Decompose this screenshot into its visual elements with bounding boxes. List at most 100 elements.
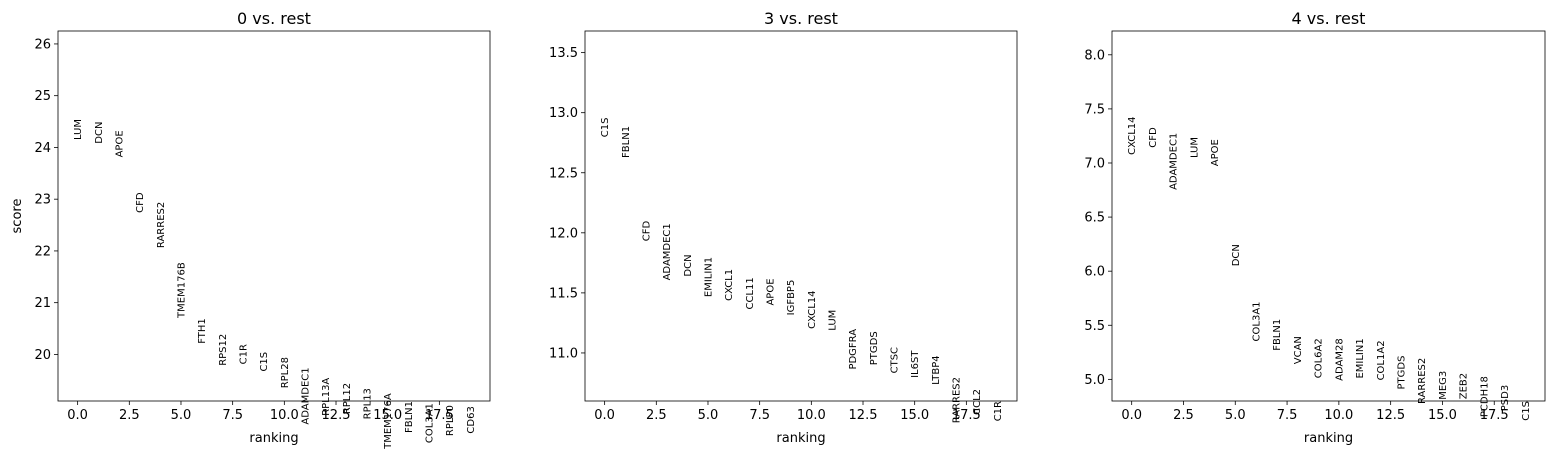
gene-label: COL6A2 bbox=[1314, 338, 1325, 378]
y-tick-label: 7.0 bbox=[1084, 156, 1105, 171]
panel-2: 0.0 2.5 5.0 7.5 10.0 12.5 15.0 17.5 5.0 5.5 6.0 6.5… bbox=[1084, 9, 1546, 446]
x-tick-label: 7.5 bbox=[1277, 408, 1298, 423]
y-tick-label: 5.0 bbox=[1084, 373, 1105, 388]
gene-label: APOE bbox=[765, 278, 776, 305]
x-tick-label: 17.5 bbox=[952, 408, 981, 423]
y-tick-label: 7.5 bbox=[1084, 102, 1105, 117]
x-tick-label: 15.0 bbox=[1428, 408, 1457, 423]
x-tick-label: 0.0 bbox=[67, 408, 88, 423]
gene-label: PCDH18 bbox=[1479, 376, 1490, 417]
y-tick-label: 5.5 bbox=[1084, 319, 1105, 334]
gene-label: IGFBP5 bbox=[786, 280, 797, 316]
x-tick-label: 10.0 bbox=[1324, 408, 1353, 423]
x-tick-label: 17.5 bbox=[1480, 408, 1509, 423]
gene-label: C1S bbox=[600, 117, 611, 137]
x-tick-label: 7.5 bbox=[222, 408, 243, 423]
x-axis-label: ranking bbox=[249, 431, 298, 446]
gene-label: MEG3 bbox=[1438, 371, 1449, 400]
gene-label: RARRES2 bbox=[1417, 358, 1428, 404]
y-tick-label: 6.0 bbox=[1084, 265, 1105, 280]
y-tick-label: 24 bbox=[34, 141, 51, 156]
panel-1: 0.0 2.5 5.0 7.5 10.0 12.5 15.0 17.5 11.0 11.5 12.0… bbox=[549, 9, 1018, 446]
y-tick-label: 12.5 bbox=[549, 166, 578, 181]
gene-label: PDGFRA bbox=[848, 329, 859, 370]
gene-label: VCAN bbox=[1293, 336, 1304, 364]
gene-label: FTH1 bbox=[197, 318, 208, 344]
gene-label: C1R bbox=[238, 344, 249, 364]
gene-label: DCN bbox=[1231, 244, 1242, 266]
gene-label: RPL28 bbox=[280, 357, 291, 388]
gene-label: FBLN1 bbox=[621, 126, 632, 158]
gene-label: COL1A2 bbox=[1376, 340, 1387, 380]
x-tick-label: 0.0 bbox=[594, 408, 615, 423]
axes-frame bbox=[57, 30, 491, 402]
x-tick-label: 12.5 bbox=[1376, 408, 1405, 423]
x-tick-label: 17.5 bbox=[425, 408, 454, 423]
gene-label: CXCL14 bbox=[807, 290, 818, 328]
gene-label: APOE bbox=[114, 130, 125, 157]
gene-label: CCL2 bbox=[972, 389, 983, 415]
gene-label: ZEB2 bbox=[1459, 373, 1470, 399]
y-tick-label: 12.0 bbox=[549, 226, 578, 241]
x-tick-label: 2.5 bbox=[646, 408, 667, 423]
gene-label: CXCL1 bbox=[724, 269, 735, 301]
y-axis-label: score bbox=[10, 199, 25, 234]
gene-label: RARRES2 bbox=[952, 377, 963, 423]
gene-label: RPS12 bbox=[218, 334, 229, 366]
y-tick-label: 8.0 bbox=[1084, 48, 1105, 63]
gene-label: PSD3 bbox=[1500, 385, 1511, 411]
gene-label: PTGDS bbox=[869, 331, 880, 365]
y-tick-label: 13.0 bbox=[549, 106, 578, 121]
gene-label: EMILIN1 bbox=[1355, 338, 1366, 378]
gene-label: LTBP4 bbox=[931, 355, 942, 385]
x-tick-label: 15.0 bbox=[373, 408, 402, 423]
panel-title: 4 vs. rest bbox=[1292, 9, 1366, 28]
y-tick-label: 26 bbox=[34, 37, 51, 52]
gene-label: LUM bbox=[828, 310, 839, 331]
gene-label: ADAMDEC1 bbox=[662, 223, 673, 280]
x-tick-label: 5.0 bbox=[171, 408, 192, 423]
panel-title: 3 vs. rest bbox=[764, 9, 838, 28]
gene-label: ADAMDEC1 bbox=[301, 367, 312, 424]
gene-label: ADAMDEC1 bbox=[1169, 133, 1180, 190]
gene-label: FBLN1 bbox=[404, 401, 415, 433]
x-tick-label: 10.0 bbox=[797, 408, 826, 423]
x-tick-label: 5.0 bbox=[698, 408, 719, 423]
gene-label: APOE bbox=[1210, 139, 1221, 166]
gene-label: C1R bbox=[993, 401, 1004, 421]
x-tick-label: 7.5 bbox=[749, 408, 770, 423]
x-tick-label: 0.0 bbox=[1121, 408, 1142, 423]
gene-label: RPLP0 bbox=[445, 405, 456, 436]
x-tick-label: 2.5 bbox=[1173, 408, 1194, 423]
y-tick-label: 23 bbox=[34, 193, 51, 208]
gene-label: C1S bbox=[259, 352, 270, 372]
gene-label: ADAM28 bbox=[1334, 338, 1345, 381]
gene-label: EMILIN1 bbox=[703, 257, 714, 297]
gene-label: CD63 bbox=[466, 406, 477, 433]
gene-label: IL6ST bbox=[910, 350, 921, 378]
gene-label: DCN bbox=[94, 122, 105, 144]
gene-label: PTGDS bbox=[1397, 356, 1408, 390]
x-tick-label: 5.0 bbox=[1225, 408, 1246, 423]
gene-label: RPL13A bbox=[321, 378, 332, 416]
gene-label: CFD bbox=[135, 192, 146, 213]
panel-title: 0 vs. rest bbox=[237, 9, 311, 28]
gene-label: C1S bbox=[1521, 401, 1532, 421]
gene-label: LUM bbox=[1189, 137, 1200, 158]
axes-frame bbox=[584, 30, 1018, 402]
x-tick-label: 12.5 bbox=[849, 408, 878, 423]
gene-label: RPL12 bbox=[342, 383, 353, 414]
y-tick-label: 22 bbox=[34, 244, 51, 259]
gene-label: LUM bbox=[73, 119, 84, 140]
gene-label: CFD bbox=[641, 221, 652, 242]
x-tick-label: 2.5 bbox=[119, 408, 140, 423]
x-tick-label: 10.0 bbox=[270, 408, 299, 423]
gene-label: FBLN1 bbox=[1272, 319, 1283, 351]
x-tick-label: 12.5 bbox=[322, 408, 351, 423]
gene-label: CTSC bbox=[890, 347, 901, 373]
y-tick-label: 6.5 bbox=[1084, 211, 1105, 226]
x-axis-label: ranking bbox=[776, 431, 825, 446]
gene-label: RARRES2 bbox=[156, 202, 167, 248]
y-tick-label: 11.5 bbox=[549, 286, 578, 301]
